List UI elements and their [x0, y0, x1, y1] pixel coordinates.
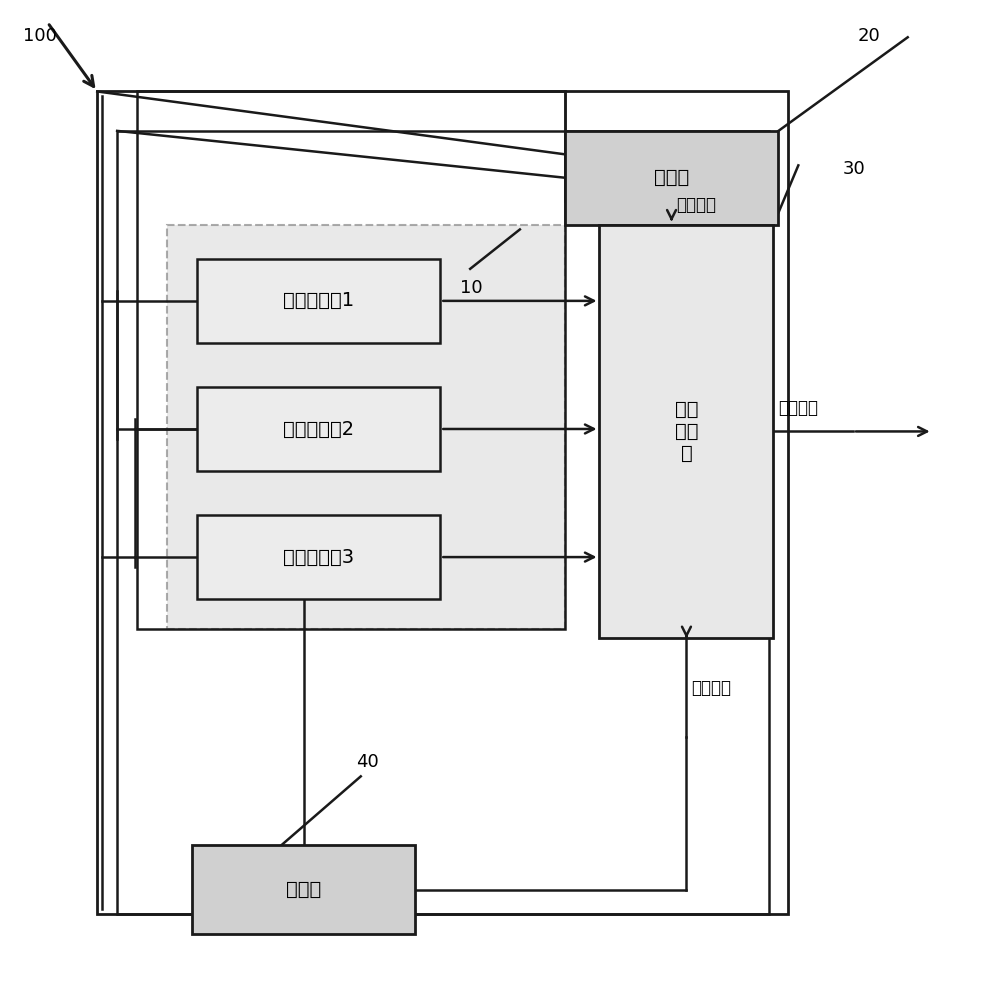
- Text: 30: 30: [843, 161, 866, 178]
- Bar: [197, 515, 440, 599]
- Bar: [137, 91, 565, 628]
- Text: 判决输出: 判决输出: [778, 398, 818, 416]
- Bar: [192, 845, 415, 935]
- Bar: [167, 225, 565, 628]
- Text: 异构处理器2: 异构处理器2: [283, 419, 354, 438]
- Text: 异构处理器1: 异构处理器1: [283, 291, 354, 310]
- Text: 100: 100: [23, 28, 57, 46]
- Bar: [565, 131, 778, 225]
- Text: 清洗器: 清洗器: [286, 880, 321, 899]
- Text: 异构处理器3: 异构处理器3: [283, 548, 354, 567]
- Text: 20: 20: [858, 28, 881, 46]
- Text: 40: 40: [356, 753, 379, 771]
- Bar: [599, 225, 773, 638]
- Bar: [197, 259, 440, 343]
- Text: 10: 10: [460, 278, 483, 296]
- Bar: [97, 91, 788, 915]
- Text: 同步信号: 同步信号: [677, 196, 717, 214]
- Text: 输出
判决
器: 输出 判决 器: [675, 400, 698, 463]
- Text: 配置参数: 配置参数: [691, 679, 731, 697]
- Text: 同步器: 同步器: [654, 168, 689, 187]
- Bar: [117, 131, 769, 915]
- Bar: [197, 387, 440, 471]
